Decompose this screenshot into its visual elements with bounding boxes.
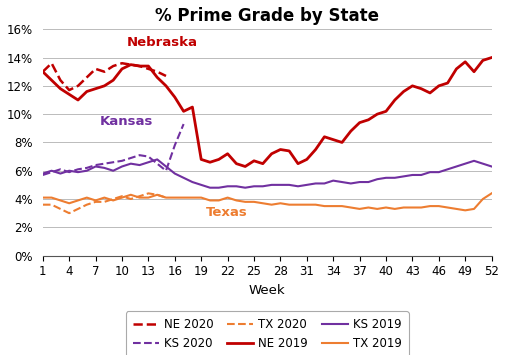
KS 2020: [136, 153, 142, 157]
KS 2020: [101, 162, 107, 166]
KS 2020: [163, 169, 169, 173]
NE 2020: [57, 78, 63, 82]
TX 2020: [48, 203, 55, 207]
NE 2019: [338, 140, 344, 144]
TX 2019: [312, 203, 318, 207]
Title: % Prime Grade by State: % Prime Grade by State: [155, 7, 378, 25]
KS 2020: [171, 143, 177, 147]
NE 2019: [242, 164, 248, 169]
KS 2019: [75, 170, 81, 174]
KS 2020: [92, 163, 98, 167]
NE 2019: [321, 135, 327, 139]
TX 2020: [163, 196, 169, 200]
TX 2020: [92, 200, 98, 204]
TX 2019: [198, 196, 204, 200]
TX 2019: [452, 207, 459, 211]
X-axis label: Week: Week: [248, 284, 285, 297]
KS 2020: [154, 162, 160, 166]
NE 2020: [163, 74, 169, 78]
KS 2020: [84, 166, 90, 170]
KS 2019: [207, 186, 213, 190]
KS 2020: [66, 170, 72, 174]
TX 2020: [101, 200, 107, 204]
KS 2020: [145, 154, 151, 159]
NE 2020: [84, 75, 90, 80]
NE 2020: [48, 61, 55, 65]
Line: NE 2019: NE 2019: [43, 58, 491, 166]
NE 2019: [75, 98, 81, 102]
Legend: NE 2020, KS 2020, TX 2020, NE 2019, KS 2019, TX 2019: NE 2020, KS 2020, TX 2020, NE 2019, KS 2…: [126, 311, 408, 355]
TX 2019: [461, 208, 467, 212]
KS 2020: [48, 170, 55, 174]
KS 2020: [40, 173, 46, 177]
KS 2019: [40, 171, 46, 176]
Text: Kansas: Kansas: [100, 115, 153, 129]
Line: KS 2019: KS 2019: [43, 159, 491, 188]
KS 2019: [154, 157, 160, 162]
NE 2020: [154, 70, 160, 74]
TX 2020: [75, 207, 81, 211]
TX 2020: [57, 207, 63, 211]
KS 2019: [347, 181, 353, 186]
KS 2020: [119, 159, 125, 163]
TX 2020: [154, 193, 160, 197]
TX 2020: [110, 197, 116, 201]
TX 2019: [250, 200, 257, 204]
KS 2019: [268, 183, 274, 187]
NE 2020: [66, 88, 72, 92]
NE 2020: [136, 64, 142, 68]
NE 2019: [40, 70, 46, 74]
KS 2020: [110, 160, 116, 164]
TX 2019: [40, 196, 46, 200]
KS 2020: [57, 167, 63, 171]
Text: Nebraska: Nebraska: [126, 36, 197, 49]
TX 2020: [40, 203, 46, 207]
TX 2020: [145, 191, 151, 196]
TX 2020: [136, 194, 142, 198]
KS 2020: [127, 156, 133, 160]
Line: TX 2019: TX 2019: [43, 193, 491, 210]
NE 2020: [127, 62, 133, 67]
NE 2020: [119, 61, 125, 65]
NE 2020: [101, 70, 107, 74]
TX 2019: [488, 191, 494, 196]
NE 2020: [145, 67, 151, 71]
NE 2020: [110, 64, 116, 68]
KS 2019: [215, 186, 221, 190]
NE 2019: [461, 60, 467, 64]
NE 2020: [92, 67, 98, 71]
NE 2019: [488, 55, 494, 60]
TX 2020: [66, 211, 72, 215]
TX 2020: [119, 194, 125, 198]
KS 2019: [330, 179, 336, 183]
KS 2019: [294, 184, 300, 189]
TX 2020: [127, 197, 133, 201]
Line: TX 2020: TX 2020: [43, 193, 166, 213]
NE 2019: [198, 157, 204, 162]
Text: Texas: Texas: [205, 206, 247, 219]
NE 2020: [40, 70, 46, 74]
TX 2019: [75, 198, 81, 203]
NE 2019: [259, 162, 265, 166]
Line: KS 2020: KS 2020: [43, 124, 183, 175]
TX 2020: [84, 203, 90, 207]
KS 2020: [180, 122, 186, 126]
TX 2019: [330, 204, 336, 208]
Line: NE 2020: NE 2020: [43, 63, 166, 90]
KS 2019: [488, 164, 494, 169]
KS 2020: [75, 167, 81, 171]
NE 2020: [75, 84, 81, 88]
